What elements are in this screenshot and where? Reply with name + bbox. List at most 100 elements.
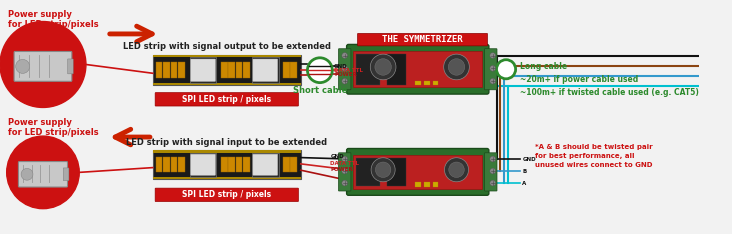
Text: THE SYMMETRIZER: THE SYMMETRIZER <box>382 35 463 44</box>
Bar <box>433 81 438 85</box>
Circle shape <box>490 180 496 186</box>
FancyBboxPatch shape <box>155 188 299 201</box>
Circle shape <box>490 53 496 58</box>
Circle shape <box>0 22 86 107</box>
Text: SPI LED strip / pixels: SPI LED strip / pixels <box>182 190 272 199</box>
Circle shape <box>342 53 348 58</box>
FancyBboxPatch shape <box>338 153 351 191</box>
Circle shape <box>342 180 348 186</box>
Text: DATA TTL: DATA TTL <box>335 68 363 73</box>
FancyBboxPatch shape <box>358 33 488 46</box>
Text: POWER: POWER <box>330 167 353 172</box>
Bar <box>156 62 163 78</box>
Bar <box>153 55 301 57</box>
Circle shape <box>375 59 392 75</box>
Bar <box>153 55 301 85</box>
Text: POWER: POWER <box>335 72 357 77</box>
FancyBboxPatch shape <box>485 49 497 90</box>
FancyBboxPatch shape <box>14 51 72 81</box>
Text: B: B <box>523 168 526 174</box>
Text: GND: GND <box>335 64 348 69</box>
Bar <box>424 182 430 187</box>
Bar <box>163 157 170 172</box>
Text: LED strip with signal output to be extended: LED strip with signal output to be exten… <box>123 42 331 51</box>
Circle shape <box>307 58 332 83</box>
FancyBboxPatch shape <box>155 93 299 106</box>
FancyBboxPatch shape <box>191 59 215 81</box>
Text: Power supply
for LED strip/pixels: Power supply for LED strip/pixels <box>7 118 98 137</box>
Bar <box>221 157 228 172</box>
FancyBboxPatch shape <box>67 59 73 74</box>
Circle shape <box>444 54 469 80</box>
Bar <box>221 62 228 78</box>
FancyBboxPatch shape <box>18 161 67 187</box>
Text: A: A <box>523 181 526 186</box>
Bar <box>153 177 301 179</box>
Circle shape <box>342 78 348 84</box>
Circle shape <box>342 66 348 71</box>
FancyBboxPatch shape <box>253 59 277 81</box>
Circle shape <box>449 162 464 178</box>
Bar <box>171 157 177 172</box>
Bar <box>415 182 421 187</box>
Bar <box>243 157 250 172</box>
Bar <box>354 155 482 189</box>
Circle shape <box>490 78 496 84</box>
Bar <box>153 150 301 179</box>
FancyBboxPatch shape <box>63 168 69 181</box>
Text: GND: GND <box>523 157 536 161</box>
Bar <box>356 158 380 186</box>
FancyBboxPatch shape <box>347 149 489 195</box>
Circle shape <box>342 156 348 162</box>
Bar <box>228 62 235 78</box>
Text: DATA TTL: DATA TTL <box>330 161 359 165</box>
Circle shape <box>490 156 496 162</box>
Circle shape <box>370 54 396 80</box>
Bar <box>386 54 406 84</box>
Circle shape <box>490 168 496 174</box>
Circle shape <box>496 60 515 79</box>
Text: LED strip with signal input to be extended: LED strip with signal input to be extend… <box>126 138 327 146</box>
Circle shape <box>490 66 496 71</box>
Bar <box>354 51 482 88</box>
Bar <box>190 57 217 83</box>
FancyBboxPatch shape <box>338 49 351 90</box>
Bar <box>252 57 279 83</box>
Circle shape <box>15 59 30 73</box>
Text: Power supply
for LED strip/pixels: Power supply for LED strip/pixels <box>7 10 98 29</box>
Bar <box>153 150 301 153</box>
Bar <box>236 157 242 172</box>
Circle shape <box>448 59 465 75</box>
Bar <box>433 182 438 187</box>
FancyBboxPatch shape <box>253 154 277 175</box>
Text: Short cable: Short cable <box>293 86 347 95</box>
FancyBboxPatch shape <box>191 154 215 175</box>
Bar <box>424 81 430 85</box>
FancyBboxPatch shape <box>347 44 489 94</box>
Circle shape <box>444 158 468 182</box>
FancyBboxPatch shape <box>485 153 497 191</box>
Circle shape <box>371 158 395 182</box>
Bar <box>190 153 217 177</box>
Bar <box>236 62 242 78</box>
Bar <box>228 157 235 172</box>
Text: Long cable
~20m+ if power cable used
~100m+ if twisted cable used (e.g. CAT5): Long cable ~20m+ if power cable used ~10… <box>520 62 699 97</box>
Text: SPI LED strip / pixels: SPI LED strip / pixels <box>182 95 272 104</box>
Bar <box>283 62 290 78</box>
Bar <box>252 153 279 177</box>
Text: GND: GND <box>330 154 344 159</box>
Circle shape <box>342 168 348 174</box>
Bar <box>243 62 250 78</box>
Bar <box>178 157 184 172</box>
Bar <box>178 62 184 78</box>
Bar <box>156 157 163 172</box>
Bar <box>291 62 297 78</box>
Bar <box>386 158 406 186</box>
Bar <box>356 54 380 84</box>
Bar <box>415 81 421 85</box>
Bar <box>163 62 170 78</box>
Circle shape <box>7 136 79 209</box>
Bar <box>283 157 290 172</box>
Text: *A & B should be twisted pair
for best performance, all
unused wires connect to : *A & B should be twisted pair for best p… <box>534 144 652 168</box>
Bar <box>171 62 177 78</box>
